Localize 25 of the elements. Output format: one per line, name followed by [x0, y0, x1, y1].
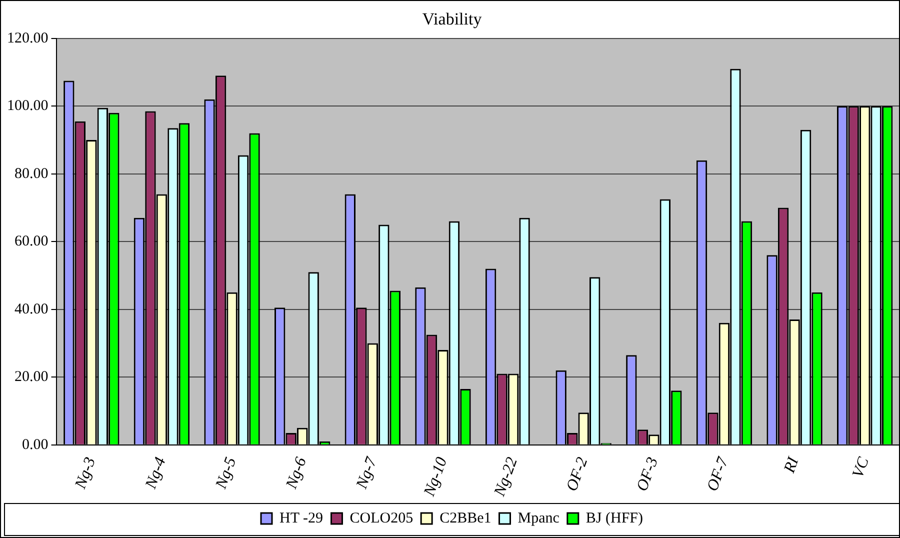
y-tick-label: 40.00 — [14, 301, 48, 318]
x-tick-label: RI — [780, 454, 802, 476]
x-tick-label: Ng-3 — [72, 455, 100, 492]
x-tick-label: Ng-10 — [420, 455, 451, 500]
x-tick-label: OF-7 — [704, 454, 732, 494]
x-tick-label: OF-3 — [634, 455, 662, 494]
legend-label: HT -29 — [280, 510, 323, 526]
x-tick-label: Ng-6 — [282, 455, 310, 492]
y-tick-label: 100.00 — [7, 98, 48, 114]
x-tick-label: OF-2 — [563, 455, 592, 494]
legend-label: Mpanc — [518, 510, 560, 526]
chart-title: Viability — [422, 10, 482, 29]
x-tick-label: Ng-7 — [353, 454, 381, 492]
y-tick-label: 120.00 — [7, 30, 48, 46]
x-tick-label: Ng-22 — [491, 455, 521, 500]
legend-label: C2BBe1 — [440, 510, 492, 526]
x-tick-label: Ng-4 — [142, 455, 170, 492]
y-tick-label: 80.00 — [14, 166, 48, 182]
legend-label: COLO205 — [350, 510, 414, 526]
y-tick-label: 0.00 — [22, 436, 48, 453]
x-tick-label: Ng-5 — [212, 455, 240, 492]
legend-label: BJ (HFF) — [586, 510, 644, 526]
x-tick-label: VC — [850, 454, 873, 480]
y-tick-label: 60.00 — [14, 234, 48, 250]
y-tick-label: 20.00 — [14, 369, 48, 386]
